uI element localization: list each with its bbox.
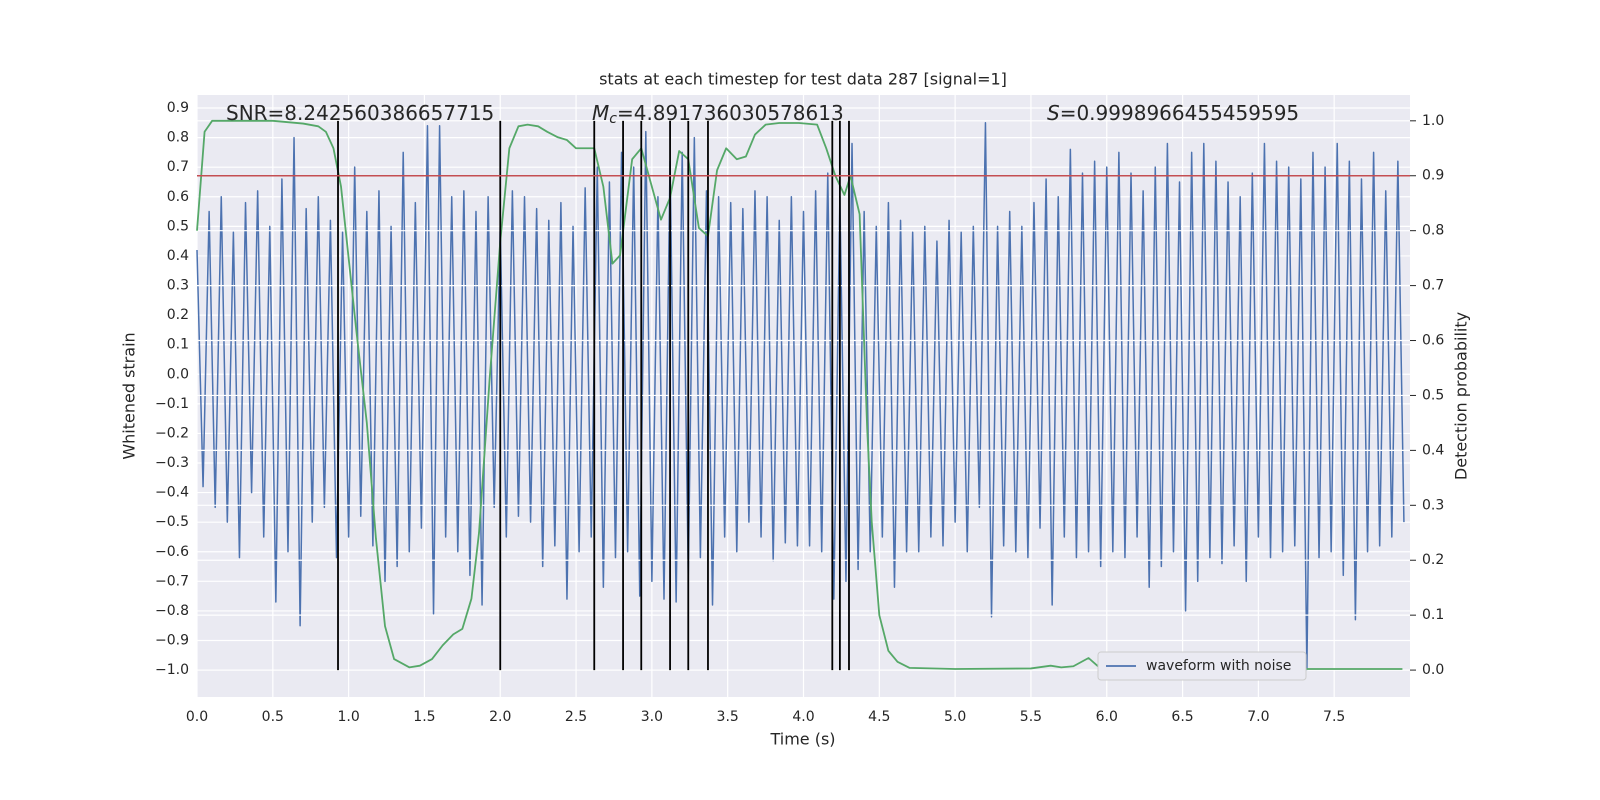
x-tick-label: 3.5 bbox=[717, 709, 739, 725]
x-tick-label: 1.0 bbox=[337, 709, 359, 725]
legend-label: waveform with noise bbox=[1146, 658, 1291, 674]
x-tick-label: 5.5 bbox=[1020, 709, 1042, 725]
annotation: SNR=8.242560386657715 bbox=[226, 101, 494, 125]
y2-tick-label: 0.5 bbox=[1422, 387, 1444, 403]
annotation: S=0.9998966455459595 bbox=[1047, 101, 1299, 125]
y2-tick-label: 0.6 bbox=[1422, 333, 1444, 349]
y-tick-label: 0.6 bbox=[167, 189, 189, 205]
y-tick-label: 0.5 bbox=[167, 218, 189, 234]
annotation-text: =4.891736030578613 bbox=[617, 101, 844, 125]
y-tick-label: −0.4 bbox=[155, 485, 189, 501]
x-tick-label: 0.0 bbox=[186, 709, 208, 725]
x-tick-label: 3.0 bbox=[641, 709, 663, 725]
y2-axis-label: Detection probability bbox=[1452, 312, 1471, 480]
y2-tick-label: 0.1 bbox=[1422, 607, 1444, 623]
chart-title: stats at each timestep for test data 287… bbox=[599, 70, 1007, 89]
annotation-text: =0.9998966455459595 bbox=[1060, 101, 1299, 125]
y2-tick-label: 0.4 bbox=[1422, 442, 1444, 458]
y2-tick-label: 1.0 bbox=[1422, 113, 1444, 129]
waveform-line bbox=[196, 122, 1405, 671]
y-tick-label: 0.1 bbox=[167, 337, 189, 353]
x-tick-label: 2.0 bbox=[489, 709, 511, 725]
x-tick-label: 4.5 bbox=[868, 709, 890, 725]
annotation: Mc=4.891736030578613 bbox=[592, 101, 844, 128]
y-tick-label: −0.8 bbox=[155, 603, 189, 619]
y-tick-label: −0.6 bbox=[155, 544, 189, 560]
annotation-symbol: S bbox=[1047, 101, 1060, 125]
x-tick-label: 0.5 bbox=[262, 709, 284, 725]
y-tick-label: 0.4 bbox=[167, 248, 189, 264]
y2-tick-label: 0.7 bbox=[1422, 278, 1444, 294]
y-tick-label: 0.9 bbox=[167, 100, 189, 116]
y-tick-label: 0.7 bbox=[167, 159, 189, 175]
y2-tick-label: 0.3 bbox=[1422, 497, 1444, 513]
x-tick-label: 6.5 bbox=[1171, 709, 1193, 725]
y2-tick-label: 0.0 bbox=[1422, 662, 1444, 678]
x-tick-label: 1.5 bbox=[413, 709, 435, 725]
y2-tick-label: 0.8 bbox=[1422, 223, 1444, 239]
x-tick-label: 2.5 bbox=[565, 709, 587, 725]
annotation-subscript: c bbox=[609, 111, 617, 127]
x-tick-label: 7.5 bbox=[1323, 709, 1345, 725]
y-tick-label: 0.8 bbox=[167, 130, 189, 146]
x-tick-label: 6.0 bbox=[1096, 709, 1118, 725]
x-axis-label: Time (s) bbox=[769, 730, 835, 749]
y-tick-label: −0.1 bbox=[155, 396, 189, 412]
y-tick-label: −0.7 bbox=[155, 573, 189, 589]
y-tick-label: 0.3 bbox=[167, 278, 189, 294]
x-tick-label: 7.0 bbox=[1247, 709, 1269, 725]
y-tick-label: −0.2 bbox=[155, 425, 189, 441]
annotation-symbol: M bbox=[592, 101, 609, 125]
y-tick-label: −1.0 bbox=[155, 662, 189, 678]
annotation-text: SNR=8.242560386657715 bbox=[226, 101, 494, 125]
y-tick-label: −0.5 bbox=[155, 514, 189, 530]
legend-box bbox=[1097, 651, 1307, 681]
y-tick-label: 0.2 bbox=[167, 307, 189, 323]
y-tick-label: 0.0 bbox=[167, 366, 189, 382]
y-tick-label: −0.9 bbox=[155, 632, 189, 648]
y2-tick-label: 0.9 bbox=[1422, 168, 1444, 184]
x-tick-label: 4.0 bbox=[792, 709, 814, 725]
x-tick-label: 5.0 bbox=[944, 709, 966, 725]
y2-tick-label: 0.2 bbox=[1422, 552, 1444, 568]
y-axis-label: Whitened strain bbox=[120, 332, 139, 459]
y-tick-label: −0.3 bbox=[155, 455, 189, 471]
